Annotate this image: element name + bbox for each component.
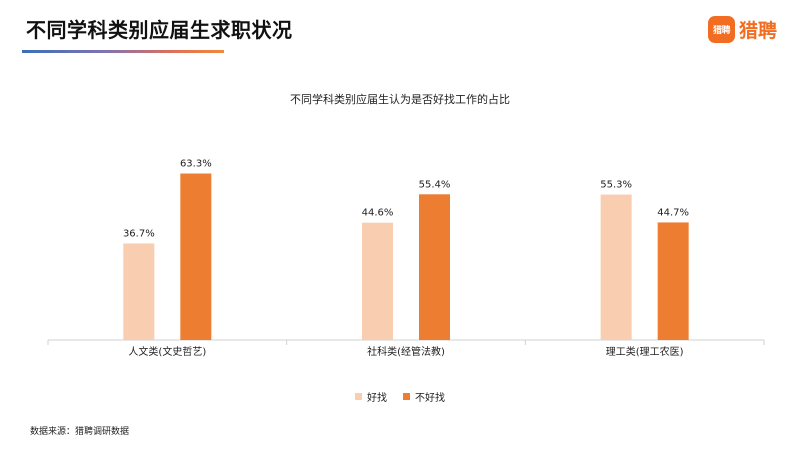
logo-text: 猎聘	[739, 19, 778, 42]
bar-series-1	[123, 243, 155, 340]
data-label: 55.3%	[600, 180, 632, 191]
x-tick-label: 理工类(理工农医)	[606, 345, 684, 358]
bar-series-1	[362, 222, 393, 340]
legend-label-series-1: 好找	[367, 393, 387, 404]
x-tick-label: 人文类(文史哲艺)	[128, 345, 206, 358]
x-tick-label: 社科类(经管法教)	[367, 345, 445, 358]
legend-swatch-series-2	[403, 393, 410, 400]
legend-swatch-series-1	[355, 393, 362, 400]
liepin-logo: 猎聘 猎聘	[708, 14, 777, 44]
data-source-note: 数据来源：猎聘调研数据	[30, 427, 130, 437]
logo-badge: 猎聘	[708, 15, 735, 43]
bar-series-2	[180, 173, 212, 340]
legend-label-series-2: 不好找	[415, 393, 445, 404]
chart-title: 不同学科类别应届生认为是否好找工作的占比	[290, 93, 510, 106]
bar-series-2	[657, 222, 689, 340]
data-label: 44.6%	[362, 208, 394, 219]
page-title: 不同学科类别应届生求职状况	[26, 18, 293, 42]
data-label: 55.4%	[419, 179, 451, 190]
data-label: 44.7%	[657, 207, 689, 218]
legend-item-series-1: 好找	[355, 389, 387, 404]
data-label: 63.3%	[180, 159, 212, 170]
bar-series-1	[600, 194, 632, 340]
title-underline	[22, 50, 224, 53]
bar-series-2	[419, 194, 450, 340]
data-label: 36.7%	[123, 228, 155, 239]
chart-legend: 好找 不好找	[0, 389, 800, 404]
legend-item-series-2: 不好找	[403, 389, 445, 404]
